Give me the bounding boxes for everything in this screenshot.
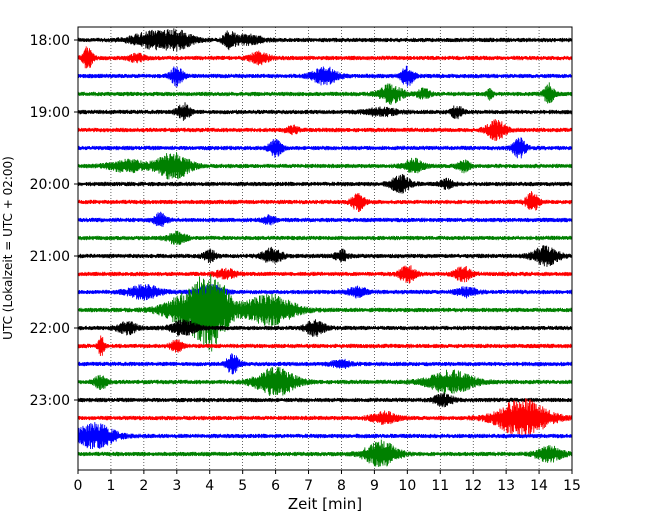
seismic-trace [77, 28, 573, 52]
seismic-trace [77, 119, 573, 142]
x-tick-label: 9 [370, 478, 379, 494]
x-tick-label: 2 [139, 478, 148, 494]
y-axis-label: UTC (Lokalzeit = UTC + 02:00) [1, 156, 15, 340]
x-tick-label: 4 [205, 478, 214, 494]
seismic-trace [77, 211, 573, 228]
seismic-trace [77, 366, 573, 397]
seismic-trace [77, 422, 573, 449]
x-tick-label: 6 [271, 478, 280, 494]
x-axis-ticks: 0 1 2 3 4 5 6 7 8 9 10 11 12 13 14 15 [74, 470, 581, 494]
seismic-trace [77, 102, 573, 121]
x-tick-label: 0 [74, 478, 83, 494]
y-axis-ticks: 18:00 19:00 20:00 21:00 22:00 23:00 [30, 33, 78, 409]
plot-area-background [78, 27, 572, 470]
x-tick-label: 14 [530, 478, 548, 494]
seismic-trace [77, 230, 573, 246]
seismic-trace [77, 191, 573, 212]
seismic-trace [77, 65, 573, 88]
seismic-traces [77, 28, 573, 467]
y-tick-label: 20:00 [30, 177, 70, 193]
x-tick-label: 3 [172, 478, 181, 494]
seismic-trace [77, 439, 573, 467]
plot-frame [77, 26, 573, 471]
x-tick-label: 13 [497, 478, 515, 494]
y-tick-label: 18:00 [30, 33, 70, 49]
seismic-trace [77, 284, 573, 301]
seismic-trace [77, 319, 573, 337]
x-tick-label: 10 [398, 478, 416, 494]
seismic-trace [77, 335, 573, 356]
seismic-trace [77, 174, 573, 194]
seismic-trace [77, 82, 573, 105]
x-tick-label: 12 [464, 478, 482, 494]
seismic-trace [77, 152, 573, 180]
seismic-trace [77, 274, 573, 352]
seismic-trace [77, 353, 573, 375]
x-tick-label: 5 [238, 478, 247, 494]
seismic-trace [77, 137, 573, 159]
x-tick-label: 8 [337, 478, 346, 494]
y-tick-label: 23:00 [30, 393, 70, 409]
x-axis-label: Zeit [min] [288, 495, 362, 513]
seismic-trace [77, 398, 573, 437]
y-tick-label: 19:00 [30, 105, 70, 121]
seismic-trace [77, 392, 573, 408]
x-tick-label: 7 [304, 478, 313, 494]
x-tick-label: 1 [106, 478, 115, 494]
x-tick-label: 15 [563, 478, 581, 494]
y-tick-label: 22:00 [30, 321, 70, 337]
seismic-trace [77, 46, 573, 69]
seismic-trace [77, 265, 573, 284]
x-tick-label: 11 [431, 478, 449, 494]
seismic-trace [77, 245, 573, 267]
y-tick-label: 21:00 [30, 249, 70, 265]
